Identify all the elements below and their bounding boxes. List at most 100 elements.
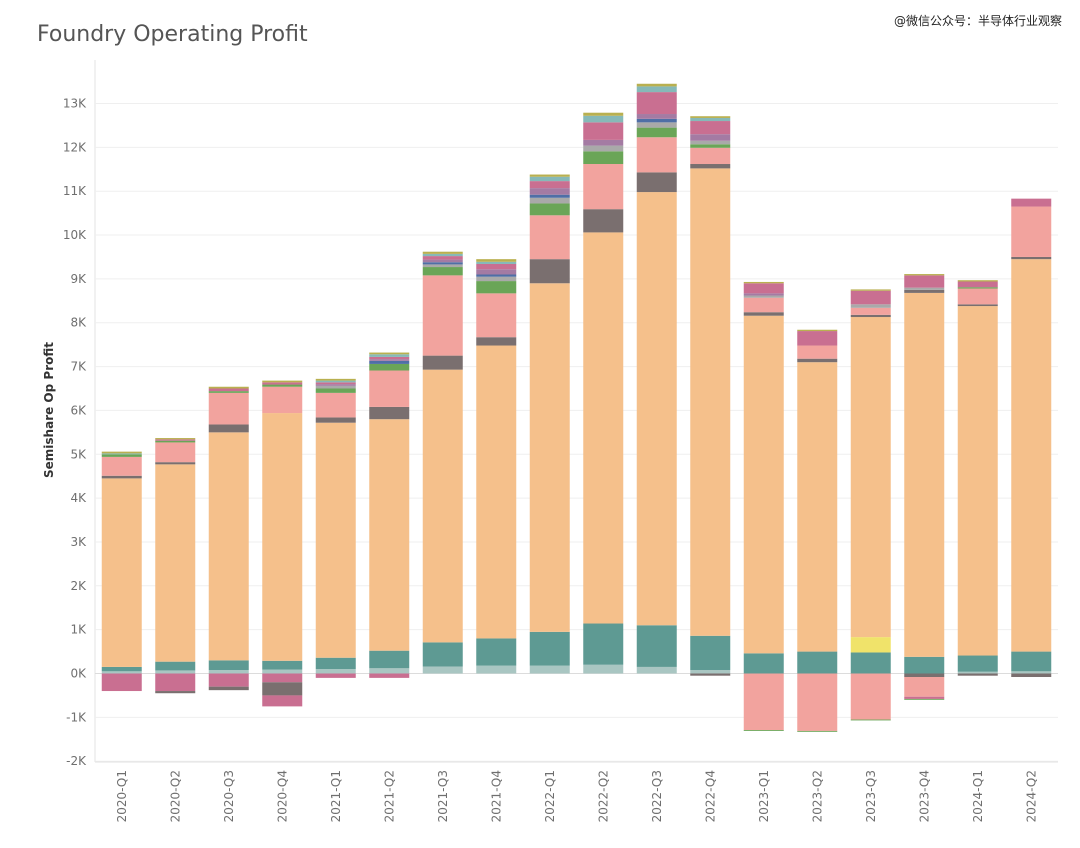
bar-segment[interactable] bbox=[1011, 259, 1052, 652]
bar-segment[interactable] bbox=[422, 262, 463, 265]
bar-segment[interactable] bbox=[583, 145, 624, 152]
bar-segment[interactable] bbox=[636, 114, 677, 119]
bar-segment[interactable] bbox=[315, 380, 356, 383]
bar-segment[interactable] bbox=[369, 360, 410, 364]
bar-segment[interactable] bbox=[904, 698, 945, 700]
bar-segment[interactable] bbox=[155, 691, 196, 694]
bar-segment[interactable] bbox=[208, 686, 249, 691]
bar-segment[interactable] bbox=[904, 274, 945, 276]
bar-segment[interactable] bbox=[1011, 651, 1052, 672]
bar-segment[interactable] bbox=[369, 668, 410, 674]
bar-segment[interactable] bbox=[476, 274, 517, 277]
bar-segment[interactable] bbox=[743, 293, 784, 296]
bar-segment[interactable] bbox=[422, 267, 463, 276]
bar-segment[interactable] bbox=[850, 290, 891, 305]
bar-segment[interactable] bbox=[1011, 206, 1052, 257]
bar-segment[interactable] bbox=[957, 671, 998, 674]
bar-segment[interactable] bbox=[369, 673, 410, 678]
bar-segment[interactable] bbox=[422, 275, 463, 356]
bar-segment[interactable] bbox=[850, 673, 891, 720]
bar-segment[interactable] bbox=[422, 256, 463, 260]
bar-segment[interactable] bbox=[155, 464, 196, 662]
bar-segment[interactable] bbox=[690, 116, 731, 118]
bar-segment[interactable] bbox=[850, 289, 891, 291]
bar-segment[interactable] bbox=[743, 673, 784, 731]
bar-segment[interactable] bbox=[422, 251, 463, 254]
bar-segment[interactable] bbox=[690, 144, 731, 148]
bar-segment[interactable] bbox=[957, 280, 998, 282]
bar-segment[interactable] bbox=[101, 454, 142, 457]
bar-segment[interactable] bbox=[957, 288, 998, 305]
bar-segment[interactable] bbox=[850, 314, 891, 318]
bar-segment[interactable] bbox=[369, 352, 410, 355]
bar-segment[interactable] bbox=[904, 677, 945, 697]
bar-segment[interactable] bbox=[636, 172, 677, 193]
bar-segment[interactable] bbox=[636, 625, 677, 667]
bar-segment[interactable] bbox=[101, 666, 142, 672]
bar-segment[interactable] bbox=[529, 188, 570, 195]
bar-segment[interactable] bbox=[636, 86, 677, 93]
bar-segment[interactable] bbox=[422, 253, 463, 257]
bar-segment[interactable] bbox=[583, 232, 624, 624]
bar-segment[interactable] bbox=[155, 439, 196, 441]
bar-segment[interactable] bbox=[369, 650, 410, 669]
bar-segment[interactable] bbox=[208, 432, 249, 661]
bar-segment[interactable] bbox=[101, 475, 142, 479]
bar-segment[interactable] bbox=[476, 276, 517, 282]
bar-segment[interactable] bbox=[315, 669, 356, 674]
bar-segment[interactable] bbox=[1011, 671, 1052, 674]
bar-segment[interactable] bbox=[904, 673, 945, 678]
bar-segment[interactable] bbox=[743, 730, 784, 731]
bar-segment[interactable] bbox=[529, 197, 570, 204]
bar-segment[interactable] bbox=[315, 392, 356, 418]
bar-segment[interactable] bbox=[155, 673, 196, 692]
bar-segment[interactable] bbox=[797, 358, 838, 363]
bar-segment[interactable] bbox=[583, 115, 624, 123]
bar-segment[interactable] bbox=[583, 209, 624, 233]
bar-segment[interactable] bbox=[636, 666, 677, 674]
bar-segment[interactable] bbox=[476, 665, 517, 674]
bar-segment[interactable] bbox=[101, 456, 142, 476]
bar-segment[interactable] bbox=[529, 215, 570, 260]
bar-segment[interactable] bbox=[690, 673, 731, 676]
bar-segment[interactable] bbox=[422, 264, 463, 268]
bar-segment[interactable] bbox=[155, 661, 196, 671]
bar-segment[interactable] bbox=[690, 121, 731, 135]
bar-segment[interactable] bbox=[743, 653, 784, 674]
bar-segment[interactable] bbox=[957, 304, 998, 307]
bar-segment[interactable] bbox=[476, 638, 517, 666]
bar-segment[interactable] bbox=[529, 174, 570, 177]
bar-segment[interactable] bbox=[208, 388, 249, 392]
bar-segment[interactable] bbox=[850, 637, 891, 653]
bar-segment[interactable] bbox=[422, 369, 463, 643]
bar-segment[interactable] bbox=[155, 670, 196, 674]
bar-segment[interactable] bbox=[208, 669, 249, 674]
bar-segment[interactable] bbox=[262, 386, 303, 414]
bar-segment[interactable] bbox=[690, 669, 731, 674]
bar-segment[interactable] bbox=[101, 673, 142, 692]
bar-segment[interactable] bbox=[369, 406, 410, 420]
bar-segment[interactable] bbox=[957, 281, 998, 288]
bar-segment[interactable] bbox=[957, 287, 998, 289]
bar-segment[interactable] bbox=[476, 281, 517, 294]
bar-segment[interactable] bbox=[797, 673, 838, 731]
bar-segment[interactable] bbox=[850, 307, 891, 315]
bar-segment[interactable] bbox=[369, 356, 410, 360]
bar-segment[interactable] bbox=[583, 151, 624, 165]
bar-segment[interactable] bbox=[208, 392, 249, 425]
bar-segment[interactable] bbox=[476, 345, 517, 639]
bar-segment[interactable] bbox=[957, 655, 998, 672]
bar-segment[interactable] bbox=[262, 695, 303, 707]
bar-segment[interactable] bbox=[101, 671, 142, 674]
bar-segment[interactable] bbox=[1011, 256, 1052, 260]
bar-segment[interactable] bbox=[636, 92, 677, 115]
bar-segment[interactable] bbox=[369, 370, 410, 407]
bar-segment[interactable] bbox=[476, 293, 517, 338]
bar-segment[interactable] bbox=[208, 386, 249, 389]
bar-segment[interactable] bbox=[101, 451, 142, 454]
bar-segment[interactable] bbox=[208, 660, 249, 670]
bar-segment[interactable] bbox=[904, 696, 945, 699]
bar-segment[interactable] bbox=[743, 315, 784, 654]
bar-segment[interactable] bbox=[315, 384, 356, 386]
bar-segment[interactable] bbox=[208, 391, 249, 393]
